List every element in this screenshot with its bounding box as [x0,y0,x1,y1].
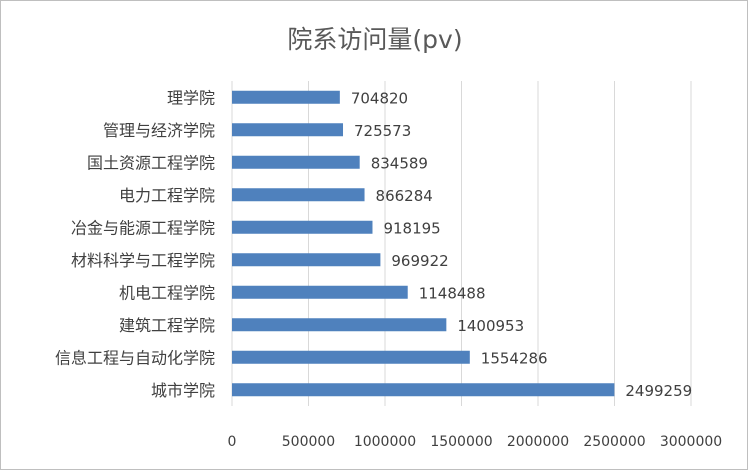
bar [232,285,408,299]
category-label: 机电工程学院 [119,283,215,302]
data-label: 2499259 [625,382,692,400]
data-label: 1554286 [481,349,548,367]
x-tick-label: 500000 [282,434,335,450]
bar [232,90,340,104]
bar [232,155,360,169]
bar [232,253,381,267]
category-label: 建筑工程学院 [119,316,215,335]
data-label: 834589 [371,154,428,172]
x-tick-label: 1000000 [354,434,416,450]
bar [232,123,344,137]
data-label: 918195 [383,219,440,237]
bar [232,188,365,202]
data-label: 725573 [354,122,411,140]
data-label: 1400953 [457,317,524,335]
x-tick-label: 2000000 [507,434,569,450]
x-tick-label: 2500000 [583,434,645,450]
x-tick-label: 3000000 [660,434,722,450]
bar [232,220,373,234]
bar [232,383,615,397]
data-label: 866284 [376,187,433,205]
data-labels: 704820 725573 834589 866284 918195 969922 1148… [351,89,692,400]
bar [232,350,470,364]
chart-title: 院系访问量(pv) [287,25,462,54]
data-label: 1148488 [419,284,486,302]
category-label: 国土资源工程学院 [87,153,215,172]
data-label: 969922 [391,252,448,270]
category-label: 电力工程学院 [119,186,215,205]
category-label: 理学院 [167,88,215,107]
bar [232,318,447,332]
category-label: 材料科学与工程学院 [71,251,215,270]
x-axis-tick-labels: 0 500000 1000000 1500000 2000000 2500000 30000… [228,434,723,450]
x-tick-label: 0 [228,434,237,450]
category-labels: 理学院管理与经济学院国土资源工程学院电力工程学院冶金与能源工程学院材料科学与工程… [55,88,215,400]
category-label: 冶金与能源工程学院 [71,218,215,237]
data-label: 704820 [351,89,408,107]
category-label: 信息工程与自动化学院 [55,348,215,367]
x-tick-label: 1500000 [430,434,492,450]
category-label: 管理与经济学院 [103,121,215,140]
bars [232,90,615,397]
category-label: 城市学院 [151,381,215,400]
